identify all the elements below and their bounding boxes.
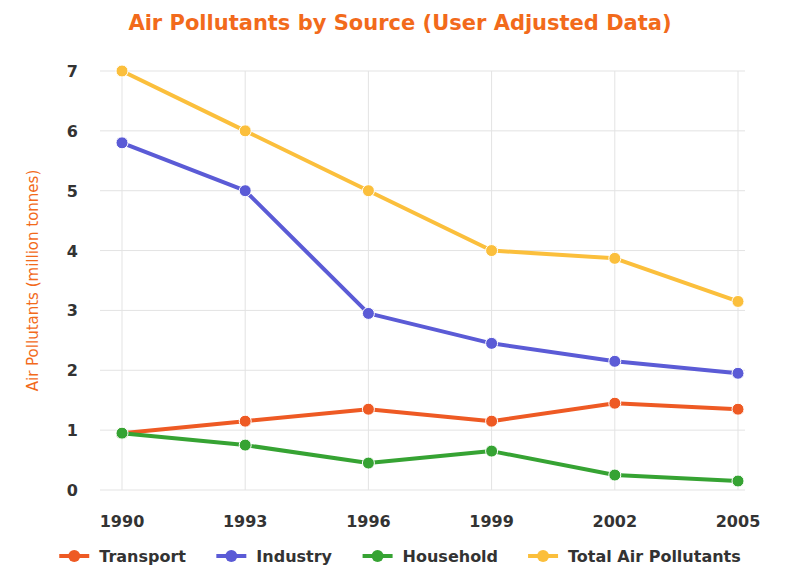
legend-item: Household: [363, 547, 498, 566]
y-tick-label: 6: [67, 122, 78, 141]
series-point: [116, 427, 128, 439]
series-line: [122, 433, 738, 481]
grid-line-x: [368, 71, 369, 490]
y-tick-label: 5: [67, 182, 78, 201]
series-point: [116, 427, 128, 439]
data-layer: [116, 65, 744, 487]
legend-item: Industry: [216, 547, 332, 566]
series-line: [122, 143, 738, 373]
series-point: [116, 137, 128, 149]
x-axis: 1990 1993 1996 1999 2002 2005: [100, 512, 761, 531]
series-point: [609, 469, 621, 481]
series-point: [609, 397, 621, 409]
grid-line-y: [100, 71, 745, 72]
grid-line-x: [614, 71, 615, 490]
legend-swatch-dot: [537, 550, 549, 562]
legend-swatch-dot: [372, 550, 384, 562]
y-axis-title: Air Pollutants (million tonnes): [24, 170, 42, 392]
x-tick-label: 1993: [223, 512, 268, 531]
legend-label: Total Air Pollutants: [568, 547, 741, 566]
x-tick-label: 2005: [716, 512, 761, 531]
series-point: [239, 415, 251, 427]
legend-swatch-dot: [68, 550, 80, 562]
grid-line-y: [100, 430, 745, 431]
series-point: [609, 355, 621, 367]
series-point: [486, 245, 498, 257]
grid-line-y: [100, 190, 745, 191]
y-axis: 0 1 2 3 4 5 6 7: [67, 62, 78, 500]
series-point: [732, 367, 744, 379]
grid-line-y: [100, 490, 745, 491]
series-point: [732, 295, 744, 307]
series-point: [486, 337, 498, 349]
series-2: [116, 427, 744, 487]
series-point: [239, 439, 251, 451]
grid-line-y: [100, 130, 745, 131]
legend-label: Transport: [99, 547, 186, 566]
x-tick-label: 1990: [100, 512, 145, 531]
series-point: [239, 125, 251, 137]
series-3: [116, 65, 744, 307]
series-line: [122, 71, 738, 301]
series-line: [122, 403, 738, 433]
series-point: [732, 475, 744, 487]
chart-container: Air Pollutants by Source (User Adjusted …: [0, 0, 800, 575]
grid: [100, 71, 745, 490]
legend-item: Transport: [59, 547, 186, 566]
x-tick-label: 1996: [346, 512, 391, 531]
series-0: [116, 397, 744, 439]
legend-label: Industry: [256, 547, 332, 566]
series-point: [486, 415, 498, 427]
y-tick-label: 2: [67, 361, 78, 380]
series-point: [362, 307, 374, 319]
grid-line-y: [100, 370, 745, 371]
chart-title: Air Pollutants by Source (User Adjusted …: [128, 11, 671, 35]
series-point: [609, 252, 621, 264]
series-point: [116, 65, 128, 77]
grid-line-x: [738, 71, 739, 490]
series-point: [732, 403, 744, 415]
y-tick-label: 4: [67, 242, 78, 261]
series-point: [362, 185, 374, 197]
legend: Transport Industry Household Total Air Poll…: [59, 547, 741, 566]
legend-item: Total Air Pollutants: [528, 547, 741, 566]
y-tick-label: 0: [67, 481, 78, 500]
y-tick-label: 3: [67, 301, 78, 320]
series-point: [362, 403, 374, 415]
grid-line-y: [100, 310, 745, 311]
y-tick-label: 7: [67, 62, 78, 81]
grid-line-y: [100, 250, 745, 251]
series-point: [239, 185, 251, 197]
series-1: [116, 137, 744, 379]
y-tick-label: 1: [67, 421, 78, 440]
x-tick-label: 1999: [469, 512, 514, 531]
series-point: [362, 457, 374, 469]
legend-label: Household: [403, 547, 498, 566]
chart-svg: Air Pollutants by Source (User Adjusted …: [0, 0, 800, 575]
x-tick-label: 2002: [593, 512, 638, 531]
legend-swatch-dot: [225, 550, 237, 562]
series-point: [486, 445, 498, 457]
